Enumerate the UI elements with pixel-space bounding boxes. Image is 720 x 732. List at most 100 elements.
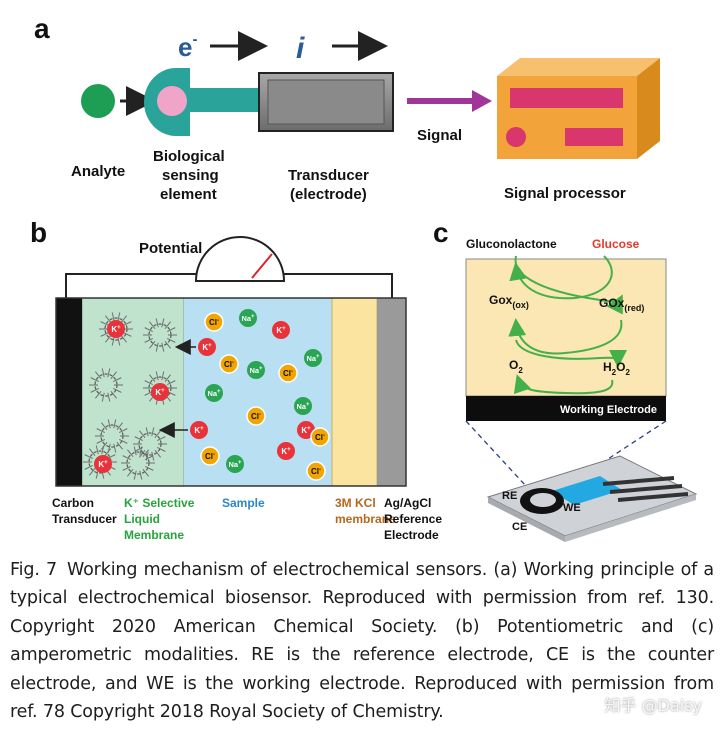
svg-text:Na+: Na+ [249,366,263,375]
selective-label-1: K⁺ Selective [124,496,195,510]
svg-text:Cl-: Cl- [205,452,215,461]
reference-label-3: Electrode [384,528,439,542]
working-electrode-label: Working Electrode [560,404,657,416]
reference-label-2: Reference [384,512,442,526]
strip-lead-1 [602,476,675,486]
strip-lead-2 [609,484,683,494]
cycle-arrow-top-2 [514,255,623,315]
ion-cl: Cl- [246,406,266,426]
glucose-label: Glucose [592,237,640,251]
ion-k: K+ [151,383,169,401]
svg-text:Cl-: Cl- [224,360,234,369]
re-ring-inner [530,493,556,507]
processor-display [510,88,623,108]
ce-label: CE [512,521,527,533]
transducer-label-1: Transducer [288,167,369,184]
test-strip-edge [488,497,565,542]
cell-outline [55,297,407,487]
svg-text:Cl-: Cl- [311,467,321,476]
processor-top [497,58,660,76]
figure-number: Fig. 7 [10,560,57,580]
electron-label: e- [178,31,197,62]
carbon-label-1: Carbon [52,496,94,510]
svg-text:Na+: Na+ [241,314,255,323]
ion-k: K+ [190,421,208,439]
potential-label: Potential [139,240,202,257]
caption-text: Working mechanism of electrochemical sen… [10,560,715,723]
processor-knob [506,127,526,147]
working-electrode-bar [466,396,666,421]
ion-na: Na+ [205,384,223,402]
carbon-label-2: Transducer [52,512,117,526]
svg-text:Cl-: Cl- [283,369,293,378]
ion-na: Na+ [239,309,257,327]
processor-slot [565,128,623,146]
svg-text:Cl-: Cl- [251,412,261,421]
analyte-circle [81,84,115,118]
ion-cl: Cl- [219,354,239,374]
ionophore-cage [121,446,155,480]
panel-c-label: c [433,217,449,248]
signal-label: Signal [417,127,462,144]
svg-text:K+: K+ [155,388,165,397]
panel-a-label: a [34,13,50,44]
svg-text:Na+: Na+ [207,389,221,398]
wire-right [284,273,393,298]
analyte-label: Analyte [71,163,125,180]
cycle-arrow-mid-2 [515,339,627,368]
receptor-binding-site [157,86,187,116]
ion-cl: Cl- [306,461,326,481]
potentiometer-meter [194,236,286,282]
current-label: i [296,32,305,65]
svg-text:K+: K+ [276,326,286,335]
oxygen-label: O2 [509,358,523,375]
ion-k: K+ [198,338,216,356]
figure-caption: Fig. 7 Working mechanism of electrochemic… [10,556,714,726]
biological-label-3: element [160,186,217,203]
strip-lead-3 [617,492,689,502]
test-strip-edge-2 [565,494,696,542]
svg-text:K+: K+ [301,426,311,435]
ion-cl: Cl- [200,446,220,466]
svg-text:Na+: Na+ [306,354,320,363]
reference-electrode [377,298,406,486]
svg-text:K+: K+ [111,325,121,334]
svg-text:K+: K+ [98,460,108,469]
ion-k: K+ [94,455,112,473]
we-label: WE [563,502,581,514]
ion-cl: Cl- [204,312,224,332]
biological-label-2: sensing [162,167,219,184]
kcl-membrane-region [331,297,378,487]
svg-text:Cl-: Cl- [315,433,325,442]
gluconolactone-label: Gluconolactone [466,237,557,251]
ion-na: Na+ [226,455,244,473]
svg-text:K+: K+ [202,343,212,352]
ion-k: K+ [107,320,125,338]
ion-k: K+ [277,442,295,460]
ion-na: Na+ [294,397,312,415]
kcl-label-2: membrane [335,512,396,526]
ion-cl: Cl- [278,363,298,383]
gox-red-label: GOx(red) [599,296,644,313]
selective-label-2: Liquid [124,512,160,526]
selective-label-3: Membrane [124,528,184,542]
ion-k: K+ [272,321,290,339]
wire-left [65,273,196,298]
kcl-label-1: 3M KCl [335,496,376,510]
enzyme-cycle-box [465,258,667,397]
ionophore-cage [143,318,177,352]
carbon-transducer [56,298,82,486]
cycle-arrow-bottom [513,374,614,395]
zoom-line-right [584,420,667,475]
svg-text:Cl-: Cl- [209,318,219,327]
watermark: 知乎 @Daisy [604,696,702,715]
ionophore-cage [95,419,129,453]
transducer-face [267,79,385,125]
ion-k: K+ [297,421,315,439]
cycle-arrow-mid-1 [508,318,623,355]
svg-text:Na+: Na+ [296,402,310,411]
ionophore-cage [99,312,133,346]
meter-needle [251,253,273,279]
signal-arrow-head [472,90,492,112]
receptor-stem [188,88,260,112]
